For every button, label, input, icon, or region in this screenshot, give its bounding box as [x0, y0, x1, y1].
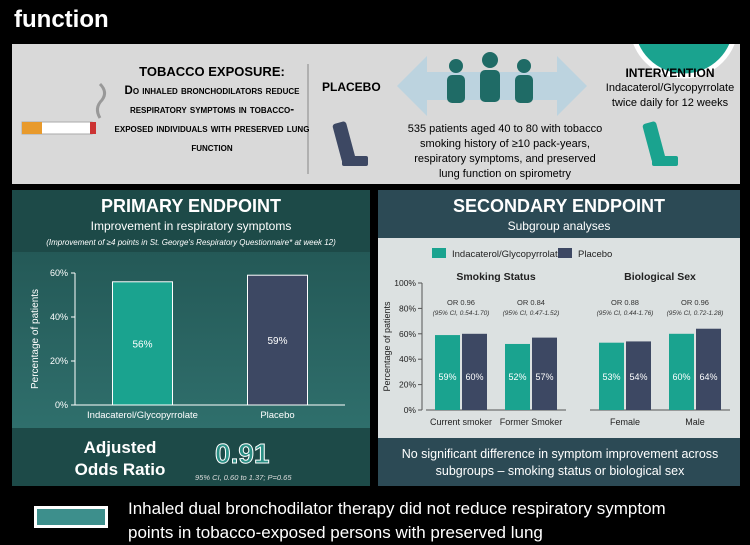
y-tick-label: 60% [50, 268, 68, 278]
bar [669, 333, 694, 410]
panel-title: Biological Sex [624, 271, 696, 283]
primary-chart: 0% 20% 40% 60% Percentage of patients 56% Inda… [12, 252, 370, 428]
value-label: 53% [602, 372, 620, 382]
design-icons [21, 44, 735, 174]
ci-label: (95% CI, 0.47-1.52) [503, 310, 560, 317]
x-tick-label: Male [685, 417, 705, 427]
value-label: 52% [508, 372, 526, 382]
ci-label: (95% CI, 0.72-1.28) [667, 310, 724, 317]
inhaler-placebo [332, 121, 368, 166]
value-label: 64% [699, 372, 717, 382]
header: function [0, 0, 750, 44]
inhaler-intervention [642, 121, 678, 166]
people [447, 52, 533, 103]
y-tick-label: 0% [55, 400, 68, 410]
x-tick-label: Female [610, 417, 640, 427]
value-label: 59% [438, 372, 456, 382]
value-label: 56% [132, 339, 152, 350]
footer-icon [34, 506, 108, 528]
secondary-chart: Indacaterol/Glycopyrrolate Placebo 0% 20% 40… [378, 238, 740, 438]
exposure-title: TOBACCO EXPOSURE: [139, 64, 285, 79]
legend-swatch [432, 248, 446, 258]
y-axis-label: Percentage of patients [30, 289, 41, 389]
or-label: Adjusted Odds Ratio [74, 438, 166, 479]
panel-title: Smoking Status [456, 271, 536, 283]
bar [599, 342, 624, 410]
value-label: 60% [465, 372, 483, 382]
or-label: OR 0.84 [517, 298, 545, 307]
ci-label: (95% CI, 0.54-1.70) [433, 310, 490, 317]
intervention-title: INTERVENTION [625, 66, 715, 80]
bar [435, 335, 460, 410]
x-tick-label: Indacaterol/Glycopyrrolate [87, 410, 198, 421]
y-tick-label: 60% [399, 329, 416, 339]
design-band [12, 44, 740, 184]
y-tick-label: 20% [50, 356, 68, 366]
y-tick-label: 40% [399, 354, 416, 364]
primary-title: PRIMARY ENDPOINT [100, 196, 282, 216]
intervention-text: Indacaterol/Glycopyrrolate twice daily f… [605, 82, 735, 109]
bar [462, 333, 487, 410]
y-tick-label: 80% [399, 303, 416, 313]
or-label: OR 0.96 [447, 298, 475, 307]
cigarette [21, 82, 107, 135]
legend-label: Indacaterol/Glycopyrrolate [452, 249, 563, 260]
secondary-title: SECONDARY ENDPOINT [452, 196, 666, 216]
secondary-subtitle: Subgroup analyses [507, 219, 611, 233]
conclusion: No significant difference in symptom imp… [401, 447, 719, 478]
title: function [14, 6, 109, 33]
y-tick-label: 100% [394, 278, 416, 288]
or-ci: 95% CI, 0.60 to 1.37; P=0.65 [195, 473, 292, 482]
placebo-label: PLACEBO [322, 80, 381, 94]
bar [532, 337, 557, 410]
or-label: OR 0.96 [681, 298, 709, 307]
x-tick-label: Former Smoker [500, 417, 563, 427]
y-axis-label: Percentage of patients [382, 301, 392, 392]
bar [505, 343, 530, 410]
x-tick-label: Placebo [260, 410, 294, 421]
value-label: 59% [267, 336, 287, 347]
value-label: 57% [535, 372, 553, 382]
y-tick-label: 40% [50, 312, 68, 322]
primary-subtitle: Improvement in respiratory symptoms [90, 219, 292, 233]
y-tick-label: 20% [399, 380, 416, 390]
legend-swatch [558, 248, 572, 258]
population: 535 patients aged 40 to 80 with tobacco … [407, 123, 603, 180]
question: Do inhaled bronchodilators reduce respir… [114, 85, 310, 154]
footer-text: Inhaled dual bronchodilator therapy did … [128, 499, 666, 542]
bar [112, 281, 173, 406]
ci-label: (95% CI, 0.44-1.76) [597, 310, 654, 317]
bar [247, 274, 308, 406]
primary-note: (Improvement of ≥4 points in St. George'… [46, 238, 336, 247]
y-tick-label: 0% [404, 405, 417, 415]
bar [696, 328, 721, 410]
or-label: OR 0.88 [611, 298, 639, 307]
bar [626, 341, 651, 410]
legend-label: Placebo [578, 249, 612, 260]
logo [633, 44, 735, 79]
or-value: 0.91 [215, 438, 270, 470]
value-label: 54% [629, 372, 647, 382]
value-label: 60% [672, 372, 690, 382]
x-tick-label: Current smoker [430, 417, 492, 427]
